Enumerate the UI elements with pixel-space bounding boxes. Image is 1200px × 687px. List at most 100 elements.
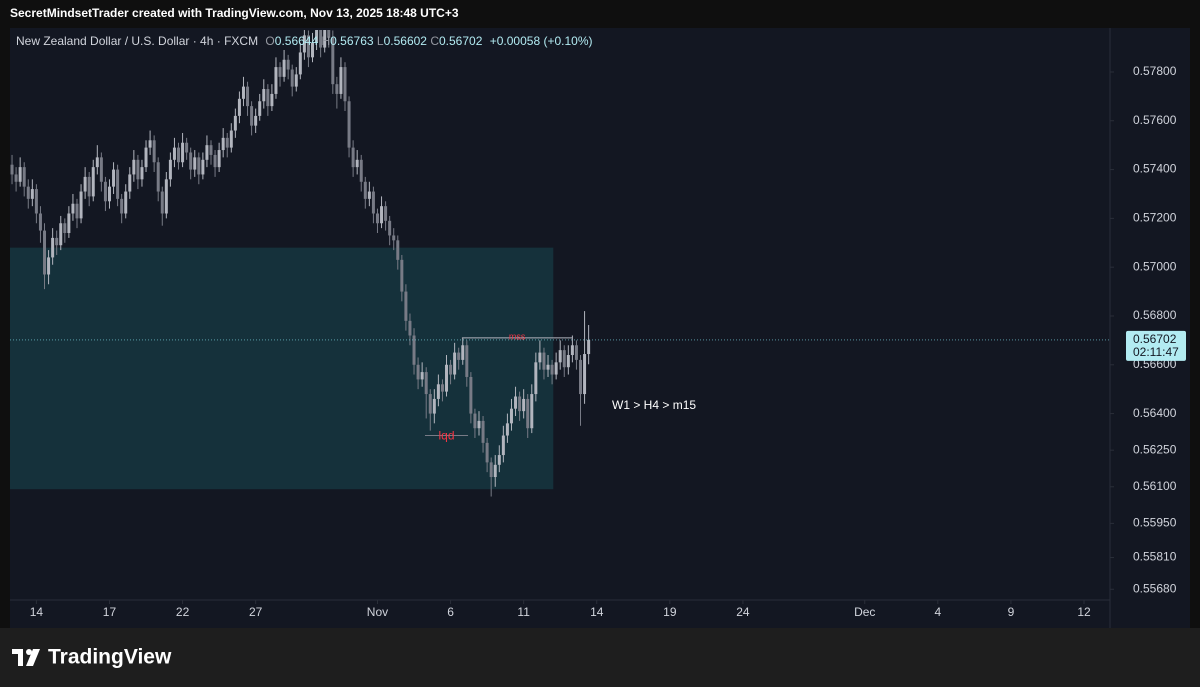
x-tick-label: 6 [447,605,454,619]
candle-body [140,167,144,180]
x-tick-label: Dec [854,605,875,619]
candle-body [424,372,428,395]
last-price-label: 0.56702 [1133,332,1177,346]
candle-body [87,176,91,197]
ohlc-value: 0.56763 [330,34,374,48]
candle-body [10,164,14,175]
x-tick-label: 22 [176,605,190,619]
candle-body [95,157,99,168]
candle-body [542,352,546,370]
candle-body [331,37,335,85]
candle-body [107,186,111,202]
candle-body [112,169,116,187]
candle-body [392,235,396,241]
candle-body [457,352,461,360]
candle-body [546,364,550,370]
candle-body [477,420,481,429]
y-tick-label: 0.57400 [1133,162,1177,176]
candle-body [574,345,578,360]
candle-body [270,93,274,107]
candle-body [51,237,55,258]
brand: TradingView [48,646,172,669]
candle-body [91,167,95,197]
candle-body [79,191,83,219]
x-tick-label: Nov [367,605,388,619]
candle-body [233,115,237,131]
candle-body [396,240,400,260]
candle-body [412,335,416,365]
candle-body [522,398,526,412]
candle-body [59,223,63,246]
y-tick-label: 0.55680 [1133,581,1177,595]
candle-body [128,174,132,192]
candle-body [363,181,367,199]
y-tick-label: 0.57200 [1133,211,1177,225]
candle-body [579,359,583,395]
candle-body [461,345,465,360]
y-tick-label: 0.56250 [1133,442,1177,456]
candle-body [181,142,185,163]
candle-body [550,364,554,375]
candle-body [99,157,103,182]
candle-body [205,145,209,160]
candle-body [534,362,538,395]
x-tick-label: 9 [1008,605,1015,619]
candle-body [34,189,38,214]
zone [10,247,554,490]
candle-body [562,350,566,368]
change: +0.00058 (+0.10%) [490,34,593,48]
candle-body [209,145,213,155]
candle-body [408,320,412,336]
candle-body [278,67,282,77]
candle-body [473,413,477,429]
annotation: W1 > H4 > m15 [612,398,696,412]
y-tick-label: 0.57600 [1133,113,1177,127]
candle-body [136,159,140,180]
brand-logo [12,649,40,666]
candle-body [380,206,384,224]
candle-body [103,181,107,202]
ohlc-label: O [265,34,274,48]
x-tick-label: 14 [30,605,44,619]
candle-body [343,67,347,102]
candle-body [384,206,388,221]
candle-body [469,376,473,414]
symbol: New Zealand Dollar / U.S. Dollar · 4h · … [16,34,258,48]
y-tick-label: 0.56800 [1133,308,1177,322]
candle-body [319,30,323,48]
candle-body [315,30,319,43]
candle-body [388,220,392,236]
level-label: mss [509,331,526,341]
y-tick-label: 0.55810 [1133,550,1177,564]
candle-body [453,352,457,375]
candle-body [416,364,420,380]
x-tick-label: 14 [590,605,604,619]
candle-body [172,147,176,160]
candle-body [335,84,339,94]
candle-body [237,98,241,116]
candle-body [213,154,217,168]
candle-body [367,191,371,199]
candle-body [428,394,432,414]
candle-body [47,257,51,275]
x-tick-label: 11 [517,605,530,619]
candle-body [286,59,290,70]
y-tick-label: 0.56400 [1133,406,1177,420]
y-tick-label: 0.56100 [1133,479,1177,493]
candle-body [298,52,302,75]
candle-body [254,115,258,126]
candle-body [587,339,591,355]
candle-body [311,42,315,58]
candle-body [193,157,197,170]
candle-body [71,203,75,214]
candle-body [290,69,294,87]
candle-body [274,67,278,94]
candle-body [538,352,542,363]
candle-body [465,345,469,377]
candle-body [514,396,518,409]
candle-body [509,408,513,424]
candle-body [197,157,201,175]
candle-body [526,398,530,429]
candle-body [144,147,148,168]
